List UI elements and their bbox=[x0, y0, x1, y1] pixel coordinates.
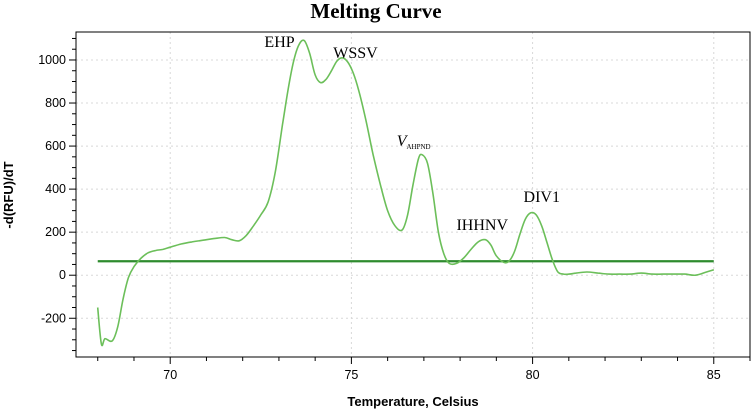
chart-title: Melting Curve bbox=[310, 0, 441, 23]
x-tick-label: 75 bbox=[344, 368, 358, 382]
y-tick-label: 400 bbox=[45, 182, 66, 196]
peak-label: WSSV bbox=[333, 45, 378, 62]
x-tick-label: 70 bbox=[163, 368, 177, 382]
axis-tick-labels: 70 75 80 85 -200 0 200 400 600 800 1000 bbox=[38, 53, 721, 382]
x-axis-label: Temperature, Celsius bbox=[347, 394, 478, 409]
peak-label: IHHNV bbox=[456, 217, 508, 234]
peak-label: VAHPND bbox=[397, 133, 431, 151]
series-line bbox=[96, 39, 715, 347]
axis-ticks bbox=[69, 37, 751, 364]
y-tick-label: -200 bbox=[41, 311, 66, 325]
peak-annotations: EHP WSSV VAHPND IHHNV DIV1 bbox=[264, 34, 560, 234]
peak-label: DIV1 bbox=[524, 189, 560, 206]
x-tick-label: 85 bbox=[707, 368, 721, 382]
peak-label: EHP bbox=[264, 34, 294, 51]
plot-area bbox=[75, 31, 751, 358]
y-tick-label: 800 bbox=[45, 96, 66, 110]
y-tick-label: 0 bbox=[59, 268, 66, 282]
grid bbox=[76, 32, 750, 357]
y-tick-label: 1000 bbox=[38, 53, 66, 67]
y-tick-label: 200 bbox=[45, 225, 66, 239]
x-tick-label: 80 bbox=[526, 368, 540, 382]
y-axis-label: -d(RFU)/dT bbox=[1, 161, 16, 228]
y-tick-label: 600 bbox=[45, 139, 66, 153]
